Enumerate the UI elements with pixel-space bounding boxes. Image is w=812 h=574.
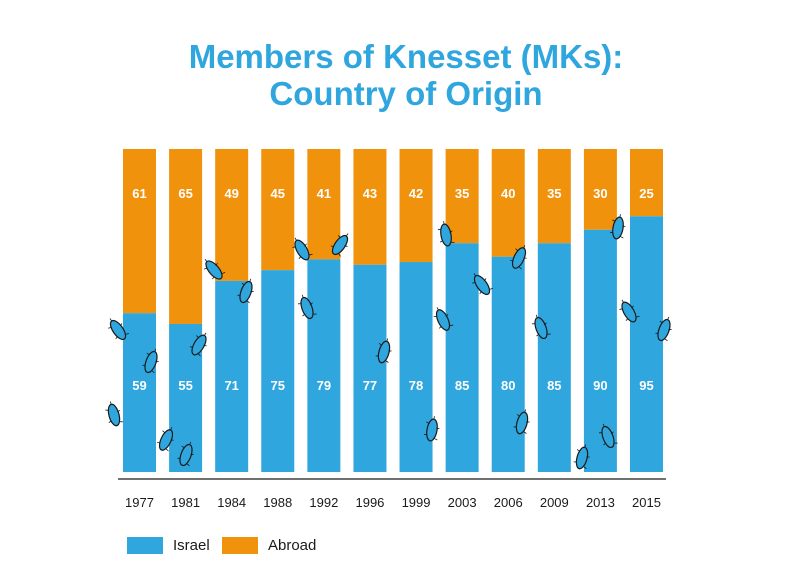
value-label-abroad-1992: 41 <box>317 186 331 201</box>
value-label-abroad-2009: 35 <box>547 186 561 201</box>
value-label-abroad-1988: 45 <box>271 186 285 201</box>
cactus-pad-12 <box>437 221 455 247</box>
value-label-abroad-1977: 61 <box>132 186 146 201</box>
value-label-israel-1999: 78 <box>409 378 423 393</box>
cactus-pad-2 <box>142 348 159 374</box>
cactus-pad-17 <box>513 409 530 435</box>
value-label-israel-1996: 77 <box>363 378 377 393</box>
cactus-pad-11 <box>375 338 392 364</box>
legend-swatch-abroad <box>222 536 258 554</box>
bar-israel-1977 <box>123 313 156 472</box>
cactus-pad-9 <box>330 233 349 257</box>
cactus-pad-15 <box>433 307 454 331</box>
value-label-israel-1981: 55 <box>178 378 192 393</box>
x-tick-2009: 2009 <box>540 495 569 510</box>
bar-israel-2006 <box>491 256 525 472</box>
x-tick-1977: 1977 <box>125 495 154 510</box>
cactus-pad-21 <box>655 316 672 342</box>
bar-abroad-2015 <box>629 149 663 217</box>
cactus-pad-20 <box>619 299 640 323</box>
bar-israel-1992 <box>307 259 341 472</box>
bar-abroad-2013 <box>583 149 617 230</box>
value-label-israel-1988: 75 <box>271 378 285 393</box>
value-label-abroad-1984: 49 <box>224 186 238 201</box>
cactus-pad-22 <box>573 444 590 470</box>
cactus-pad-1 <box>108 318 130 341</box>
bar-abroad-1984 <box>215 149 249 281</box>
cactus-pad-13 <box>472 273 494 296</box>
value-label-israel-2009: 85 <box>547 378 561 393</box>
bar-israel-2003 <box>445 243 479 472</box>
x-tick-labels: 1977 1981 1984 1988 1992 1996 1999 2003 2006 2009… <box>125 495 661 510</box>
x-tick-1999: 1999 <box>402 495 431 510</box>
value-label-israel-2015: 95 <box>639 378 653 393</box>
cactus-pad-7 <box>237 278 254 304</box>
legend-item-abroad: Abroad <box>222 535 316 555</box>
bar-israel-1999 <box>399 262 433 472</box>
cactus-pad-3 <box>105 401 124 427</box>
cactus-pad-16 <box>424 416 440 442</box>
cactus-pad-23 <box>599 423 618 449</box>
x-tick-2003: 2003 <box>448 495 477 510</box>
legend-item-israel: Israel <box>127 535 210 555</box>
bar-abroad-2009 <box>537 149 571 244</box>
legend-label-israel: Israel <box>173 536 210 554</box>
bar-abroad-2006 <box>491 149 525 257</box>
value-label-abroad-2006: 40 <box>501 186 515 201</box>
bar-abroad-1977 <box>123 149 156 314</box>
cactus-pad-18 <box>532 314 551 340</box>
x-tick-2013: 2013 <box>586 495 615 510</box>
cactus-pad-6 <box>203 259 226 280</box>
cactus-pad-5 <box>189 332 207 357</box>
value-label-israel-2003: 85 <box>455 378 469 393</box>
bar-israel-1996 <box>353 264 387 472</box>
cactus-pad-14 <box>510 245 527 270</box>
legend-swatch-israel <box>127 536 163 554</box>
bar-abroad-1988 <box>261 149 295 271</box>
cactus-pad-4 <box>157 427 174 452</box>
bar-abroad-1999 <box>399 149 433 263</box>
bar-abroad-1981 <box>169 149 203 324</box>
x-tick-1996: 1996 <box>355 495 384 510</box>
value-label-israel-1984: 71 <box>224 378 238 393</box>
bar-abroad-2003 <box>445 149 479 244</box>
x-tick-1984: 1984 <box>217 495 246 510</box>
bar-israel-2009 <box>537 243 571 472</box>
cactus-pad-19 <box>610 214 626 240</box>
value-label-israel-2006: 80 <box>501 378 515 393</box>
x-tick-1981: 1981 <box>171 495 200 510</box>
chart-title-line-1: Members of Knesset (MKs): <box>188 38 624 75</box>
value-label-abroad-1996: 43 <box>363 186 377 201</box>
value-label-israel-2013: 90 <box>593 378 607 393</box>
bar-abroad-1992 <box>307 149 341 260</box>
value-label-abroad-1981: 65 <box>178 186 192 201</box>
bar-israel-2015 <box>629 216 663 472</box>
chart-title: Members of Knesset (MKs): Country of Ori… <box>0 38 812 112</box>
bars-group: 61 59 65 55 49 71 45 75 41 79 43 77 42 78 35 85 40 80 35 85… <box>123 149 663 472</box>
bar-israel-1988 <box>261 270 295 472</box>
x-tick-2015: 2015 <box>632 495 661 510</box>
value-label-abroad-1999: 42 <box>409 186 423 201</box>
bar-abroad-1996 <box>353 149 387 265</box>
value-label-abroad-2015: 25 <box>639 186 653 201</box>
value-label-israel-1977: 59 <box>132 378 146 393</box>
cactus-pad-24 <box>177 441 194 467</box>
legend-label-abroad: Abroad <box>268 536 317 554</box>
x-tick-2006: 2006 <box>494 495 523 510</box>
bar-israel-1984 <box>215 280 249 472</box>
cactus-pad-10 <box>298 294 317 320</box>
x-tick-1992: 1992 <box>309 495 338 510</box>
value-label-abroad-2013: 30 <box>593 186 607 201</box>
chart-title-line-2: Country of Origin <box>269 75 543 112</box>
value-label-israel-1992: 79 <box>317 378 331 393</box>
cactus-pad-8 <box>292 237 313 261</box>
cactus-decorations <box>105 214 672 470</box>
value-label-abroad-2003: 35 <box>455 186 469 201</box>
x-tick-1988: 1988 <box>263 495 292 510</box>
